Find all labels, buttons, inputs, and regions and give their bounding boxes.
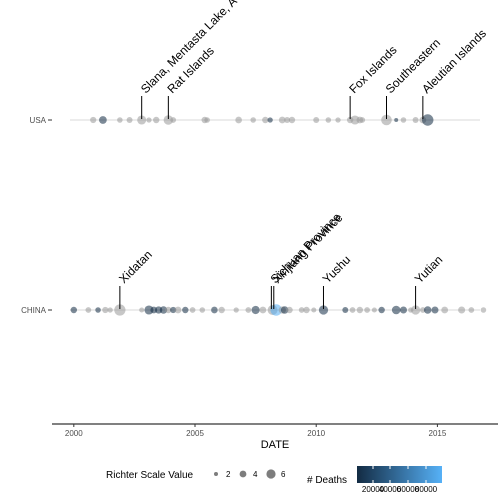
earthquake-point [325,117,332,123]
x-tick-label: 2000 [65,429,83,438]
earthquake-point [126,117,133,123]
earthquake-point [371,307,377,313]
y-tick-label: CHINA [21,306,47,315]
earthquake-point [350,115,360,125]
earthquake-point [218,306,225,314]
size-legend-label: 4 [253,470,258,479]
earthquake-point [286,306,293,314]
earthquake-point [139,307,145,313]
earthquake-point [153,116,160,124]
x-tick-label: 2010 [307,429,325,438]
earthquake-point [303,306,310,314]
earthquake-point [99,116,107,124]
earthquake-point [70,306,78,314]
x-axis-title: DATE [261,439,290,451]
x-tick-label: 2005 [186,429,204,438]
earthquake-point [199,307,206,313]
earthquake-point [189,307,196,313]
earthquake-point [431,306,439,314]
earthquake-point [313,117,320,123]
y-tick-label: USA [30,116,47,125]
color-legend-label: 80000 [415,485,438,494]
earthquake-point [394,118,399,122]
earthquake-point [412,117,419,123]
earthquake-point [278,116,286,124]
earthquake-point [267,117,273,123]
earthquake-point [378,306,385,314]
earthquake-point [170,306,177,314]
earthquake-point [335,117,341,123]
earthquake-point [410,305,421,315]
earthquake-point [174,306,182,314]
size-legend-key [214,472,218,476]
earthquake-point [298,307,305,313]
earthquake-point [318,305,329,315]
earthquake-point [288,116,296,124]
earthquake-point [107,307,113,313]
earthquake-point [85,307,92,313]
earthquake-point [359,117,366,123]
earthquake-point [356,306,364,314]
earthquake-point [233,307,239,313]
earthquake-point [262,116,269,124]
earthquake-point [399,306,408,314]
earthquake-point [117,117,123,123]
size-legend-title: Richter Scale Value [106,470,194,481]
earthquake-point [165,306,172,314]
earthquake-point [468,307,475,313]
color-legend-label: 60000 [397,485,420,494]
earthquake-point [102,306,109,314]
size-legend-label: 2 [226,470,231,479]
earthquake-point [423,306,432,314]
earthquake-point [441,306,449,314]
earthquake-point [211,306,218,314]
earthquake-point [250,117,256,123]
x-tick-label: 2015 [429,429,447,438]
annotation-label: Slana, Mentasta Lake, A [138,0,240,96]
annotation-label: Xidatan [116,247,155,286]
earthquake-point [170,117,177,123]
color-legend-label: 40000 [379,485,402,494]
earthquake-point [349,307,356,313]
size-legend-label: 6 [281,470,286,479]
annotation-label: Yushu [320,253,353,286]
earthquake-point [204,117,210,123]
earthquake-point [284,117,291,123]
earthquake-point [137,115,147,125]
earthquake-point [251,305,260,315]
annotation-label: Aleutian Islands [419,26,489,96]
size-legend-key [239,470,247,478]
color-legend-title: # Deaths [307,475,347,486]
earthquake-point [95,307,101,313]
earthquake-point [90,116,97,124]
earthquake-point [114,304,126,316]
earthquake-point [159,306,168,314]
earthquake-point [421,114,434,126]
color-legend-label: 20000 [362,485,385,494]
earthquake-point [245,307,252,313]
earthquake-point [458,306,466,314]
earthquake-point [144,305,154,315]
earthquake-point [280,306,289,314]
earthquake-point [381,114,392,126]
annotation-label: Yutian [412,253,445,286]
earthquake-point [391,305,401,315]
earthquake-point [311,307,317,313]
earthquake-point [364,307,370,313]
earthquake-point [235,116,242,124]
color-legend-bar [357,466,442,483]
earthquake-point [342,307,349,313]
earthquake-point [480,307,487,313]
earthquake-point [400,117,407,123]
earthquake-point [163,115,174,125]
size-legend-key [266,469,276,479]
earthquake-point [146,117,152,123]
earthquake-point [182,306,189,314]
earthquake-point [259,306,267,314]
